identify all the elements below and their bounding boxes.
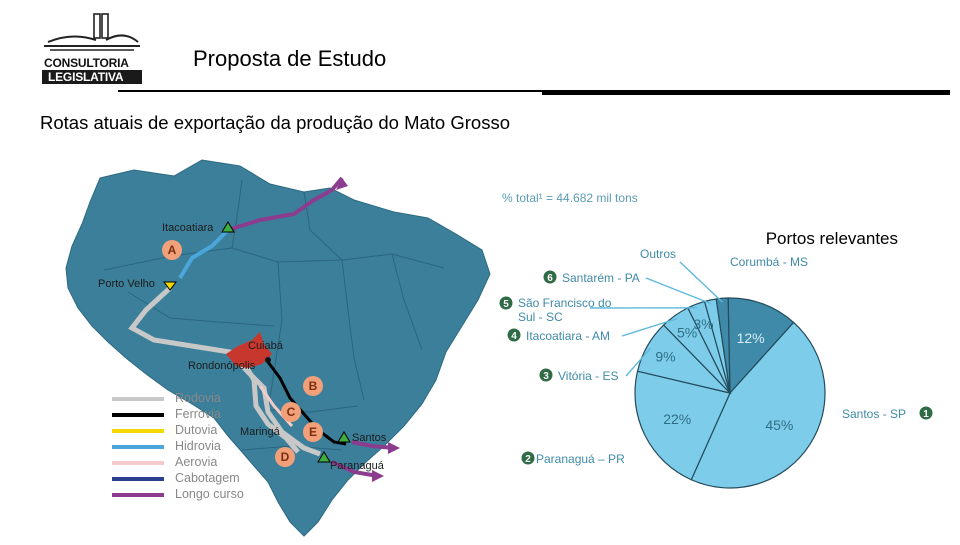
logo-line-1: CONSULTORIA bbox=[44, 56, 129, 70]
legend-item-aerovia: Aerovia bbox=[112, 455, 272, 471]
legend-item-dutovia: Dutovia bbox=[112, 423, 272, 439]
legend-item-rodovia: Rodovia bbox=[112, 391, 272, 407]
legend-item-longo-curso: Longo curso bbox=[112, 487, 272, 503]
legend-swatch-dutovia bbox=[112, 429, 164, 433]
pie-badge-number-1: 1 bbox=[923, 409, 929, 420]
route-marker-d: D bbox=[275, 447, 295, 467]
pie-category-label-3: Itacoatiara - AM bbox=[526, 329, 610, 343]
slide-subtitle: Rotas atuais de exportação da produção d… bbox=[40, 112, 510, 134]
city-label-paranagua: Paranaguá bbox=[330, 460, 384, 472]
page-title: Proposta de Estudo bbox=[193, 46, 386, 72]
pie-leader-line-6 bbox=[680, 262, 722, 302]
city-label-porto-velho: Porto Velho bbox=[98, 278, 155, 290]
header-rule-thin bbox=[118, 90, 542, 92]
legend-swatch-longo-curso bbox=[112, 493, 164, 497]
legend-label-dutovia: Dutovia bbox=[175, 423, 217, 437]
route-marker-a: A bbox=[162, 240, 182, 260]
legend-swatch-hidrovia bbox=[112, 445, 164, 449]
pie-category-label-0: Santos - SP bbox=[842, 407, 906, 421]
legend-swatch-rodovia bbox=[112, 397, 164, 401]
pie-chart-svg: % total¹ = 44.682 mil tons Portos relevan… bbox=[490, 180, 960, 530]
city-label-itacoatiara: Itacoatiara bbox=[162, 222, 213, 234]
city-label-rondonopolis: Rondonópolis bbox=[188, 360, 255, 372]
legend-item-ferrovia: Ferrovia bbox=[112, 407, 272, 423]
legend-item-cabotagem: Cabotagem bbox=[112, 471, 272, 487]
chart-subtitle: % total¹ = 44.682 mil tons bbox=[502, 191, 638, 205]
pie-value-label-0: 45% bbox=[765, 417, 793, 433]
pie-value-label-4: 3% bbox=[693, 316, 713, 332]
pie-badge-number-3: 3 bbox=[543, 371, 549, 382]
pie-badge-number-6: 6 bbox=[547, 273, 553, 284]
pie-value-label-1: 22% bbox=[663, 411, 691, 427]
ports-pie-chart: % total¹ = 44.682 mil tons Portos relevan… bbox=[490, 180, 960, 530]
pie-category-label-1: Paranaguá – PR bbox=[536, 452, 625, 466]
legend-swatch-cabotagem bbox=[112, 477, 164, 481]
legend-swatch-aerovia bbox=[112, 461, 164, 465]
brazil-routes-map: Itacoatiara Porto Velho Cuiabá Rondonópo… bbox=[42, 150, 512, 540]
city-label-santos: Santos bbox=[352, 432, 386, 444]
pie-badge-number-2: 2 bbox=[525, 454, 531, 465]
chart-title: Portos relevantes bbox=[766, 229, 898, 248]
legend-label-rodovia: Rodovia bbox=[175, 391, 221, 405]
city-label-cuiaba: Cuiabá bbox=[248, 340, 283, 352]
route-marker-e: E bbox=[303, 422, 323, 442]
legend-swatch-ferrovia bbox=[112, 413, 164, 417]
legend-item-hidrovia: Hidrovia bbox=[112, 439, 272, 455]
pie-value-label-2: 9% bbox=[655, 349, 675, 365]
pie-category-label-5: Santarém - PA bbox=[562, 271, 640, 285]
logo-line-2: LEGISLATIVA bbox=[48, 70, 123, 84]
legend-label-cabotagem: Cabotagem bbox=[175, 471, 240, 485]
cuiaba-point bbox=[265, 357, 271, 363]
legend-label-ferrovia: Ferrovia bbox=[175, 407, 221, 421]
consultoria-legislativa-logo: CONSULTORIA LEGISLATIVA bbox=[40, 12, 144, 86]
pie-category-label-4b: Sul - SC bbox=[518, 310, 563, 324]
header-rule-thick bbox=[542, 90, 950, 95]
pie-badge-number-4: 4 bbox=[511, 331, 517, 342]
pie-category-label-6: Outros bbox=[640, 247, 676, 261]
legend-label-aerovia: Aerovia bbox=[175, 455, 217, 469]
legend-label-longo-curso: Longo curso bbox=[175, 487, 244, 501]
pie-category-label-7: Corumbá - MS bbox=[730, 255, 808, 269]
pie-value-label-7: 12% bbox=[737, 330, 765, 346]
route-marker-b: B bbox=[303, 376, 323, 396]
pie-badge-number-5: 5 bbox=[503, 299, 509, 310]
legend-label-hidrovia: Hidrovia bbox=[175, 439, 221, 453]
pie-category-label-2: Vitória - ES bbox=[558, 369, 618, 383]
route-marker-c: C bbox=[281, 402, 301, 422]
